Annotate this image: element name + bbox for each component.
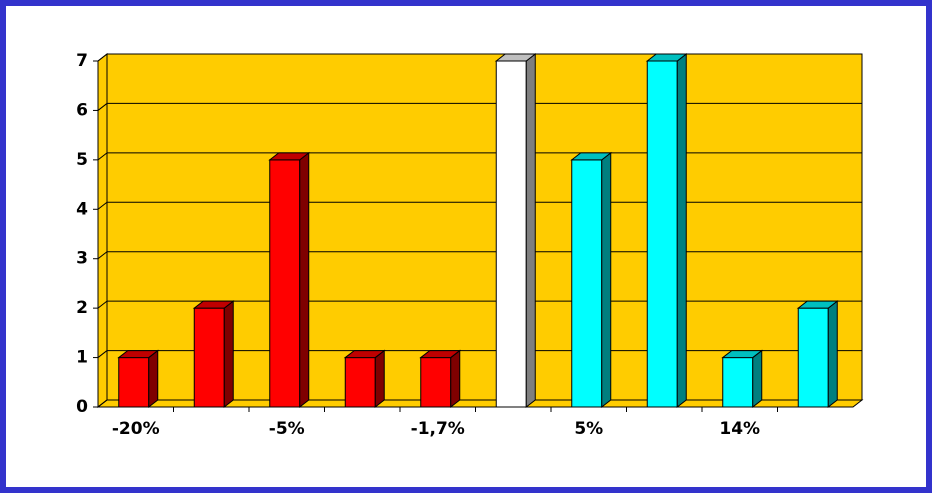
y-tick-label: 6 [76,100,88,120]
bar-top [268,152,311,161]
bar [646,60,678,408]
bar-side-shade [450,350,460,407]
bar-side-shade [375,350,385,407]
y-tick-label: 1 [76,348,88,368]
bar-top [570,152,613,161]
bar [495,60,527,408]
y-tick-label: 3 [76,249,88,269]
x-tick-label: -20% [112,419,160,439]
x-tick-label: 14% [719,419,760,439]
bar-side-shade [752,350,762,407]
grid-line [97,53,108,62]
x-tick-label: -5% [269,419,305,439]
bar-side-shade [677,54,687,407]
bar-top-shade [722,350,762,358]
bar-side-shade [601,152,611,407]
y-tick-label: 0 [76,397,88,417]
bar-top [192,300,235,309]
bar [420,357,452,408]
bar-top [343,350,386,359]
grid-line [97,399,108,408]
grid-line [97,152,108,161]
bar-side-shade [224,301,234,407]
bar-top [494,53,537,62]
bar-top [645,53,688,62]
bar-top-shade [345,350,385,358]
bar [193,307,225,408]
bar [571,159,603,408]
bar-top [796,300,839,309]
x-tick-label: -1,7% [411,419,465,439]
grid-line [97,251,108,260]
grid-line [97,201,108,210]
bar [269,159,301,408]
bar-top [117,350,160,359]
bar-side-shade [299,152,309,407]
bar-top-shade [496,54,536,61]
bar-top-shade [571,152,611,160]
bar-top-shade [420,350,460,358]
bar-top-shade [269,152,309,160]
bar [118,357,150,408]
bar-top-shade [647,54,687,61]
bar-top [419,350,462,359]
grid-line [97,300,108,309]
bar-top-shade [194,301,234,309]
bar-top [721,350,764,359]
y-tick-label: 5 [76,150,88,170]
y-tick-label: 7 [76,51,88,71]
y-tick-label: 4 [76,199,88,219]
bar-top-shade [118,350,158,358]
bar-top-shade [798,301,838,309]
bar-side-shade [148,350,158,407]
bar-side-shade [828,301,838,407]
bar [797,307,829,408]
bar-side-shade [526,54,536,407]
y-tick-label: 2 [76,298,88,318]
grid-line [97,350,108,358]
bar [722,357,754,408]
x-tick-label: 5% [574,419,603,439]
grid-line [97,103,108,111]
bar [344,357,376,408]
